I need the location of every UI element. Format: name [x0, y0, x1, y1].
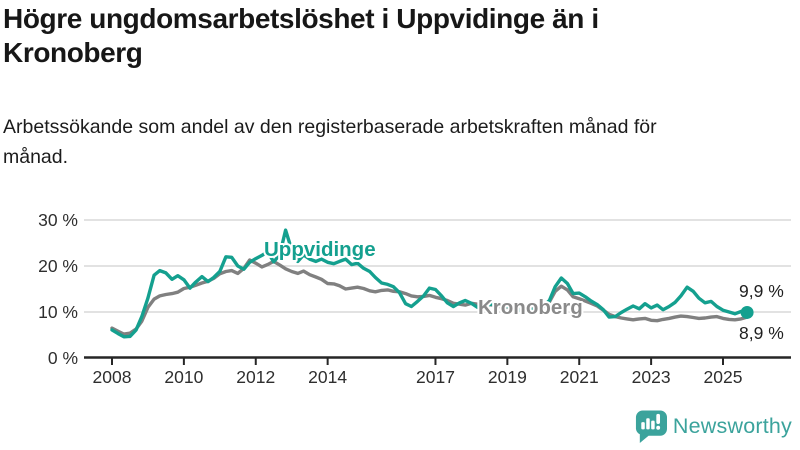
x-axis-tick-label: 2017	[416, 367, 455, 387]
bar-small	[641, 422, 645, 430]
series-end-dot-uppvidinge	[740, 305, 754, 319]
gridlines	[84, 219, 791, 313]
end-value-label-kronoberg: 8,9 %	[739, 323, 784, 343]
axes: 0 % 10 % 20 % 30 % 2008 2010 2012 2014 2017 2019 2…	[38, 210, 791, 387]
chart-series	[110, 228, 754, 339]
x-axis-tick-label: 2019	[488, 367, 527, 387]
chart-subtitle: Arbetssökande som andel av den registerb…	[3, 116, 657, 168]
bar-tall	[646, 418, 650, 430]
y-axis-tick-label: 20 %	[38, 256, 78, 276]
series-line-uppvidinge	[110, 228, 749, 339]
bar-medium	[651, 420, 655, 430]
x-axis-tick-label: 2014	[308, 367, 347, 387]
page-title: Högre ungdomsarbetslöshet i Uppvidinge ä…	[3, 3, 599, 68]
x-axis-tick-label: 2021	[560, 367, 599, 387]
exclamation-dot	[656, 425, 661, 430]
x-axis-tick-label: 2025	[704, 367, 743, 387]
series-line-kronoberg	[110, 258, 749, 336]
series-label-kronoberg: Kronoberg	[478, 296, 583, 319]
series-label-uppvidinge: Uppvidinge	[264, 238, 376, 261]
x-axis-tick-label: 2008	[93, 367, 132, 387]
x-axis-tick-label: 2023	[632, 367, 671, 387]
y-axis-tick-label: 30 %	[38, 210, 78, 230]
x-axis-tick-label: 2012	[236, 367, 275, 387]
newsworthy-logo: Newsworthy	[634, 408, 792, 444]
end-value-label-uppvidinge: 9,9 %	[739, 281, 784, 301]
x-axis-tick-label: 2010	[164, 367, 203, 387]
newsworthy-chart-bubble-icon	[635, 410, 667, 443]
y-axis-tick-label: 10 %	[38, 302, 78, 322]
brand-name: Newsworthy	[672, 413, 792, 438]
exclamation-stroke	[656, 413, 660, 425]
y-axis-tick-label: 0 %	[48, 348, 78, 368]
